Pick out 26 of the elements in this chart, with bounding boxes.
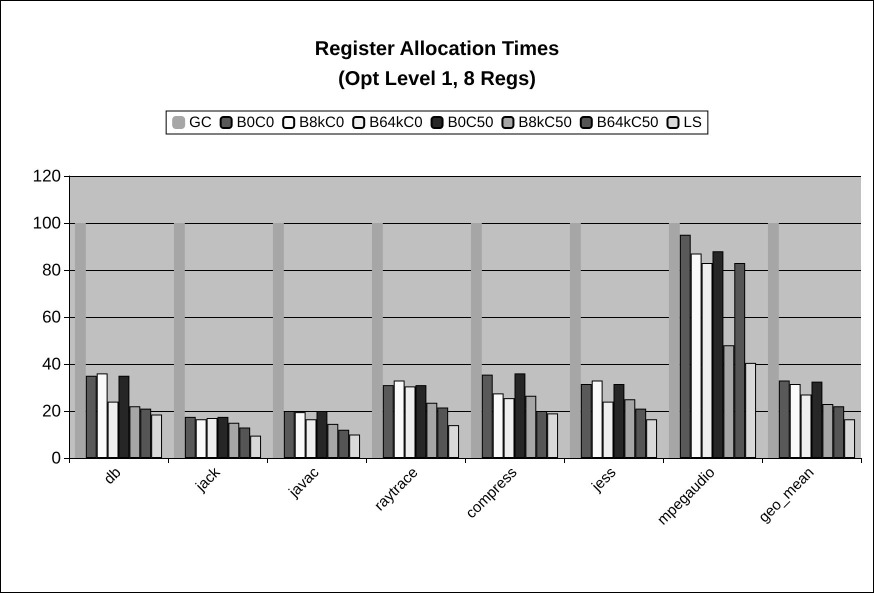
bar xyxy=(470,223,482,458)
chart-title: Register Allocation Times (Opt Level 1, 8 Regs) xyxy=(314,38,560,90)
x-tick-label: jess xyxy=(588,464,620,496)
x-tick-label: db xyxy=(100,464,125,488)
bar xyxy=(768,223,779,458)
bar xyxy=(372,223,383,458)
legend-label: B0C0 xyxy=(236,114,274,131)
legend-label: B0C50 xyxy=(448,114,494,131)
legend-label: B64kC0 xyxy=(369,114,423,131)
y-tick-label: 40 xyxy=(42,354,61,374)
legend-label: B64kC50 xyxy=(596,114,659,131)
bar xyxy=(174,223,185,458)
legend-label: B8kC0 xyxy=(299,114,344,131)
bar xyxy=(272,223,284,458)
y-tick-label: 100 xyxy=(32,214,61,232)
bar xyxy=(570,223,581,458)
y-tick-label: 80 xyxy=(42,260,61,280)
bar xyxy=(668,223,680,458)
y-tick-label: 20 xyxy=(42,402,61,420)
y-tick-label: 60 xyxy=(42,308,61,326)
legend-label: LS xyxy=(684,114,702,131)
y-tick-label: 0 xyxy=(52,448,61,468)
bar xyxy=(74,223,86,458)
legend-label: GC xyxy=(189,114,212,131)
y-tick-label: 120 xyxy=(32,166,61,186)
legend-label: B8kC50 xyxy=(518,114,572,131)
